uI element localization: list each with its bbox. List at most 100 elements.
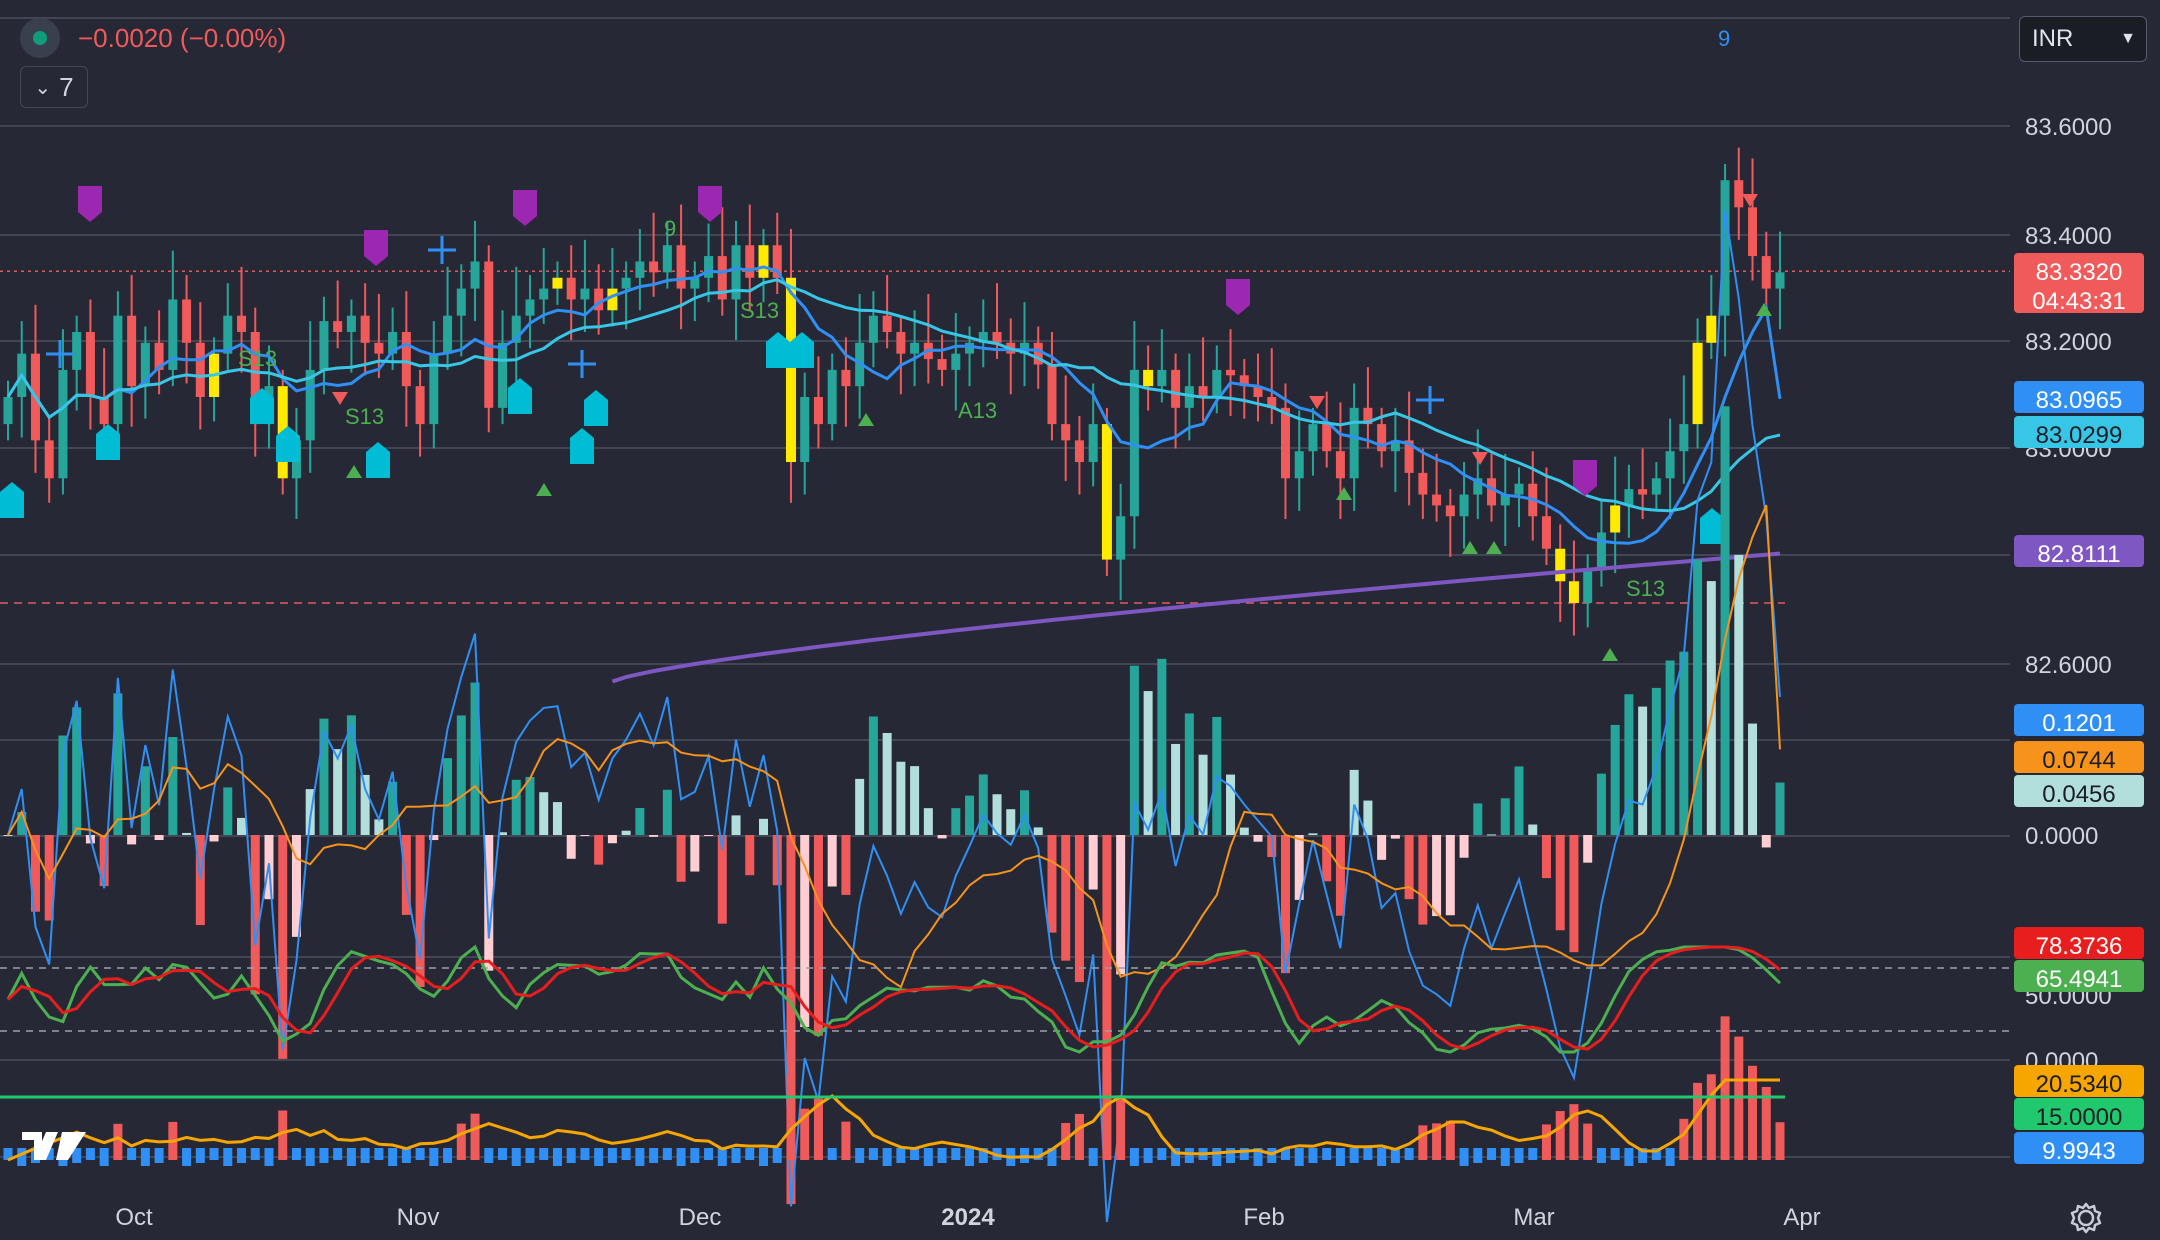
candle-body [360, 315, 370, 343]
adx-histogram-bar [772, 1148, 782, 1163]
cross-marker [428, 236, 456, 264]
candle-body [305, 369, 315, 441]
macd-histogram-bar [594, 835, 604, 865]
macd-histogram-bar [360, 774, 370, 835]
macd-histogram-bar [1473, 803, 1483, 835]
candle-body [1432, 494, 1442, 506]
macd-hist-badge [2014, 775, 2144, 807]
candle-body [443, 315, 453, 354]
stoch-k-badge [2014, 960, 2144, 992]
candle-body [44, 440, 54, 479]
macd-histogram-bar [937, 835, 947, 839]
down-arrow-marker [1472, 452, 1488, 465]
adx-histogram-bar [1308, 1148, 1318, 1163]
candle-body [525, 299, 535, 316]
candle-body [1212, 369, 1222, 397]
macd-histogram-bar [223, 787, 233, 835]
adx-histogram-bar [1487, 1148, 1497, 1160]
symbol-header: −0.0020 (−0.00%) [20, 18, 286, 58]
adx-histogram-bar [1335, 1148, 1345, 1166]
adx-histogram-bar [250, 1148, 260, 1160]
candle-body [127, 315, 137, 387]
up-arrow-marker [536, 483, 552, 496]
indicators-collapse-button[interactable]: ⌄ 7 [20, 66, 88, 108]
adx-histogram-bar [484, 1148, 494, 1163]
sell-signal-marker [78, 186, 102, 222]
price-axis-tick-1: 83.4000 [2025, 223, 2112, 250]
macd-histogram-bar [1459, 835, 1469, 858]
macd-histogram-bar [1006, 809, 1016, 835]
candle-body [841, 369, 851, 387]
candle-body [1596, 532, 1606, 571]
adx-histogram-bar [511, 1148, 521, 1166]
adx-histogram-bar [1239, 1148, 1249, 1160]
adx-histogram-bar [456, 1123, 466, 1160]
candle-body [250, 331, 260, 425]
candle-body [456, 288, 466, 316]
candle-body-highlight [1568, 581, 1579, 603]
buy-signal-marker [0, 482, 24, 518]
adx-histogram-bar [305, 1148, 315, 1166]
adx-histogram-bar [113, 1123, 123, 1160]
candle-body [1157, 369, 1167, 387]
ma-long-text-0: 82.8111 [2037, 541, 2120, 568]
macd-histogram-bar [1432, 835, 1442, 917]
adx-histogram-bar [1171, 1148, 1181, 1166]
down-arrow-marker [1742, 194, 1758, 207]
macd-histogram-bar [1596, 773, 1606, 835]
adx-histogram-bar [1280, 1148, 1290, 1160]
market-status-icon[interactable] [20, 18, 60, 58]
candle-body [1253, 386, 1263, 397]
macd-histogram-bar [731, 815, 741, 835]
adx-histogram-bar [1679, 1118, 1689, 1160]
annotation-label-5: A13 [958, 398, 997, 423]
candle-body [621, 277, 631, 289]
adx-histogram-bar [1596, 1148, 1606, 1163]
adx-histogram-bar [827, 1148, 837, 1160]
adx-line [7, 1078, 1780, 1162]
macd-histogram-bar [1555, 835, 1565, 931]
macd-histogram-bar [401, 835, 411, 915]
x-axis-tick-5: Mar [1513, 1204, 1554, 1231]
candle-body-highlight [1143, 369, 1154, 387]
adx-histogram-bar [1088, 1148, 1098, 1166]
price-axis-tick-4: 82.6000 [2025, 652, 2112, 679]
candle-body [1390, 440, 1400, 452]
adx-histogram-bar [1074, 1113, 1084, 1160]
adx-histogram-bar [923, 1148, 933, 1166]
macd-histogram-bar [1088, 835, 1098, 890]
candle-body [374, 342, 384, 354]
candle-body-highlight [552, 277, 563, 289]
adx-histogram-bar [1706, 1074, 1716, 1160]
adx-histogram-bar [1377, 1148, 1387, 1166]
settings-gear-icon[interactable] [2066, 1198, 2106, 1238]
candle-body [594, 288, 604, 311]
macd-histogram-bar [72, 707, 82, 835]
macd-histogram-bar [539, 792, 549, 835]
ma-fast-text-0: 83.0965 [2036, 387, 2123, 414]
macd-histogram-bar [1693, 559, 1703, 835]
ma-slow-line [6, 278, 1781, 513]
last-price-text-0: 83.3320 [2036, 259, 2123, 286]
adx-histogram-bar [1514, 1148, 1524, 1163]
buy-signal-marker [1700, 508, 1724, 544]
macd-histogram-bar [690, 835, 700, 872]
adx-histogram-bar [813, 1098, 823, 1160]
macd-histogram-bar [676, 835, 686, 882]
adx-histogram-bar [1541, 1124, 1551, 1160]
macd-histogram-bar [704, 835, 714, 836]
macd-line-badge [2014, 704, 2144, 736]
adx-histogram-bar [1404, 1148, 1414, 1160]
macd-histogram-bar [127, 835, 137, 845]
macd-histogram-bar [580, 835, 590, 836]
macd-histogram-bar [1377, 835, 1387, 860]
adx-histogram-bar [566, 1148, 576, 1163]
candle-body [1280, 407, 1290, 479]
candle-body [484, 261, 494, 408]
buy-signal-marker [584, 390, 608, 426]
macd-histogram-bar [1651, 687, 1661, 835]
currency-select[interactable]: INR ▼ [2019, 16, 2147, 62]
macd-signal-text-0: 0.0744 [2042, 747, 2115, 774]
x-axis-tick-1: Nov [397, 1204, 440, 1231]
